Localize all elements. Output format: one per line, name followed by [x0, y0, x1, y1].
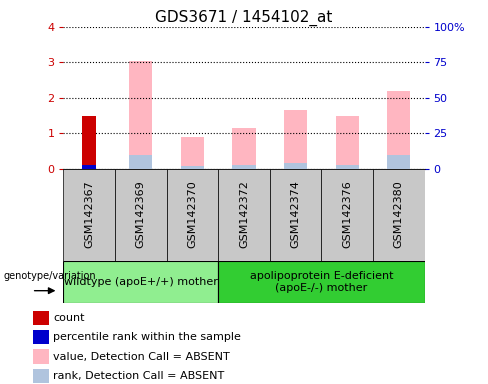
Bar: [373, 169, 425, 261]
Text: GSM142367: GSM142367: [84, 180, 94, 248]
Bar: [218, 169, 270, 261]
Bar: [284, 110, 307, 169]
Text: GSM142380: GSM142380: [394, 180, 404, 248]
Text: GSM142376: GSM142376: [342, 180, 352, 248]
Bar: [82, 116, 96, 169]
Text: rank, Detection Call = ABSENT: rank, Detection Call = ABSENT: [53, 371, 224, 381]
Text: GSM142369: GSM142369: [136, 180, 146, 248]
Bar: [336, 116, 359, 169]
Text: wildtype (apoE+/+) mother: wildtype (apoE+/+) mother: [64, 277, 218, 287]
Bar: [63, 169, 115, 261]
Bar: [82, 166, 96, 169]
Bar: [387, 156, 410, 169]
Bar: [181, 137, 204, 169]
Bar: [387, 91, 410, 169]
Bar: [218, 261, 425, 303]
Bar: [129, 61, 152, 169]
Bar: [322, 169, 373, 261]
Bar: [63, 261, 218, 303]
Text: count: count: [53, 313, 84, 323]
Bar: [232, 165, 256, 169]
Bar: [181, 167, 204, 169]
Bar: [33, 349, 49, 364]
Bar: [33, 311, 49, 325]
Bar: [284, 162, 307, 169]
Text: GSM142370: GSM142370: [187, 180, 198, 248]
Title: GDS3671 / 1454102_at: GDS3671 / 1454102_at: [155, 9, 333, 25]
Text: GSM142372: GSM142372: [239, 180, 249, 248]
Bar: [166, 169, 218, 261]
Bar: [33, 330, 49, 344]
Text: GSM142374: GSM142374: [290, 180, 301, 248]
Bar: [270, 169, 322, 261]
Bar: [33, 369, 49, 383]
Bar: [129, 156, 152, 169]
Bar: [336, 165, 359, 169]
Text: genotype/variation: genotype/variation: [3, 271, 96, 281]
Text: percentile rank within the sample: percentile rank within the sample: [53, 332, 241, 342]
Bar: [232, 128, 256, 169]
Text: apolipoprotein E-deficient
(apoE-/-) mother: apolipoprotein E-deficient (apoE-/-) mot…: [250, 271, 393, 293]
Text: value, Detection Call = ABSENT: value, Detection Call = ABSENT: [53, 352, 230, 362]
Bar: [115, 169, 166, 261]
